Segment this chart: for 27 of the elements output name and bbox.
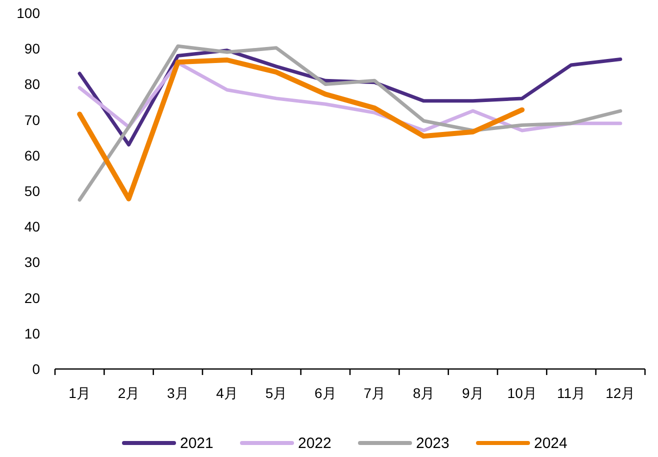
x-tick-label: 9月 bbox=[462, 385, 484, 401]
x-tick-label: 2月 bbox=[118, 385, 140, 401]
x-tick-label: 4月 bbox=[216, 385, 238, 401]
legend-label: 2021 bbox=[180, 435, 214, 452]
x-tick-label: 3月 bbox=[167, 385, 189, 401]
x-tick-label: 6月 bbox=[314, 385, 336, 401]
x-tick-label: 12月 bbox=[606, 385, 636, 401]
x-tick-label: 1月 bbox=[68, 385, 90, 401]
legend-label: 2023 bbox=[416, 435, 450, 452]
y-tick-label: 80 bbox=[24, 76, 40, 92]
y-tick-label: 30 bbox=[24, 254, 40, 270]
legend-label: 2022 bbox=[298, 435, 332, 452]
legend-label: 2024 bbox=[534, 435, 568, 452]
x-tick-label: 8月 bbox=[412, 385, 435, 401]
y-tick-label: 70 bbox=[24, 112, 40, 128]
y-tick-label: 40 bbox=[24, 218, 40, 235]
x-tick-label: 10月 bbox=[507, 385, 537, 401]
y-tick-label: 0 bbox=[32, 361, 40, 377]
y-tick-label: 60 bbox=[24, 147, 40, 164]
y-tick-label: 100 bbox=[16, 5, 40, 21]
x-tick-label: 7月 bbox=[364, 385, 386, 401]
y-tick-label: 50 bbox=[24, 183, 40, 199]
x-tick-label: 5月 bbox=[265, 385, 288, 401]
x-tick-label: 11月 bbox=[556, 385, 586, 401]
y-tick-label: 10 bbox=[24, 325, 40, 342]
y-tick-label: 20 bbox=[24, 290, 40, 306]
y-tick-label: 90 bbox=[24, 40, 40, 57]
